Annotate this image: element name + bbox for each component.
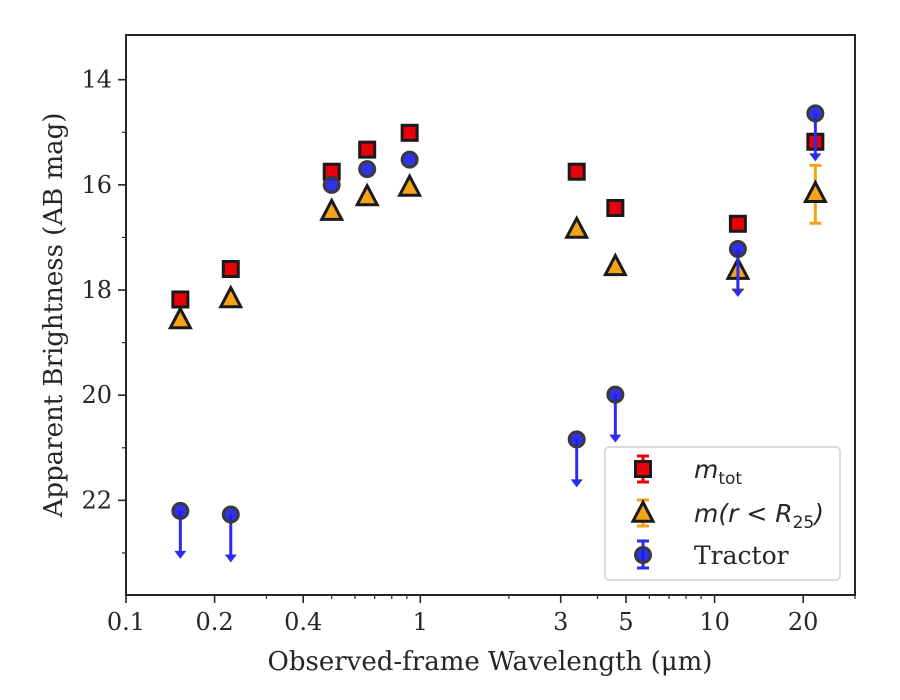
point-mtot (171, 290, 190, 309)
point-mr (602, 252, 628, 277)
legend-mtot-main: m (694, 455, 718, 484)
x-tick-label: 0.2 (196, 608, 234, 636)
tractor-upper-limit-arrow-head (570, 479, 583, 488)
legend-tractor-marker (634, 546, 652, 564)
legend-label-tractor: Tractor (694, 541, 789, 570)
legend-box (604, 446, 841, 581)
point-tractor (171, 501, 190, 520)
y-tick-label: 14 (81, 66, 112, 94)
legend-mtot-sub: tot (718, 469, 742, 489)
x-tick-label: 5 (618, 608, 633, 636)
tractor-upper-limit-arrow-head (809, 153, 822, 162)
legend-markers (630, 454, 656, 570)
y-tick-label: 20 (81, 381, 112, 409)
x-tick-label: 10 (699, 608, 730, 636)
legend: mtot m(r < R25) Tractor (604, 446, 841, 581)
point-mr (397, 173, 423, 197)
tractor-upper-limit-arrow-head (224, 554, 237, 563)
point-mr (354, 182, 380, 207)
point-tractor (606, 385, 625, 404)
legend-mr-suffix: ) (812, 499, 824, 528)
y-axis: 14 16 18 20 22 (81, 66, 126, 554)
x-tick-label: 0.1 (107, 608, 145, 636)
tractor-upper-limit-arrow-head (609, 434, 622, 443)
legend-label-mr: m(r < R25) (694, 499, 824, 533)
tractor-upper-limit-arrow-head (731, 289, 744, 298)
y-axis-label: Apparent Brightness (AB mag) (39, 113, 69, 519)
point-mtot (606, 198, 625, 217)
y-tick-label: 18 (81, 276, 112, 304)
point-mr (218, 284, 244, 309)
point-tractor (221, 505, 240, 524)
x-axis-label: Observed-frame Wavelength (μm) (268, 647, 713, 677)
legend-label-mtot: mtot (694, 455, 742, 489)
point-mtot (567, 162, 586, 181)
y-tick-label: 16 (81, 171, 112, 199)
legend-mr-marker (630, 498, 656, 523)
point-mtot (221, 259, 240, 278)
plot-frame (125, 34, 856, 596)
point-tractor (358, 160, 377, 179)
point-mtot (728, 214, 747, 233)
x-tick-label: 0.4 (284, 608, 322, 636)
data-marks (167, 104, 828, 563)
point-tractor (400, 150, 419, 169)
point-mtot (358, 140, 377, 159)
x-axis: 0.1 0.2 0.4 1 3 5 10 20 (107, 595, 856, 636)
legend-mr-sub: 25 (793, 513, 815, 533)
point-tractor (322, 175, 341, 194)
x-tick-label: 3 (553, 608, 568, 636)
tractor-upper-limit-arrow-head (174, 550, 187, 559)
y-tick-label: 22 (81, 486, 112, 514)
point-mr (167, 305, 193, 330)
point-tractor (567, 430, 586, 449)
point-mr (802, 179, 828, 204)
x-tick-label: 1 (413, 608, 428, 636)
legend-mr-prefix: m(r < R (694, 499, 793, 528)
legend-mtot-marker (634, 460, 652, 478)
point-tractor (806, 104, 825, 123)
point-mtot (400, 123, 419, 142)
x-tick-label: 20 (788, 608, 819, 636)
point-tractor (728, 240, 747, 259)
point-mr (564, 215, 590, 239)
point-mr (319, 197, 345, 221)
